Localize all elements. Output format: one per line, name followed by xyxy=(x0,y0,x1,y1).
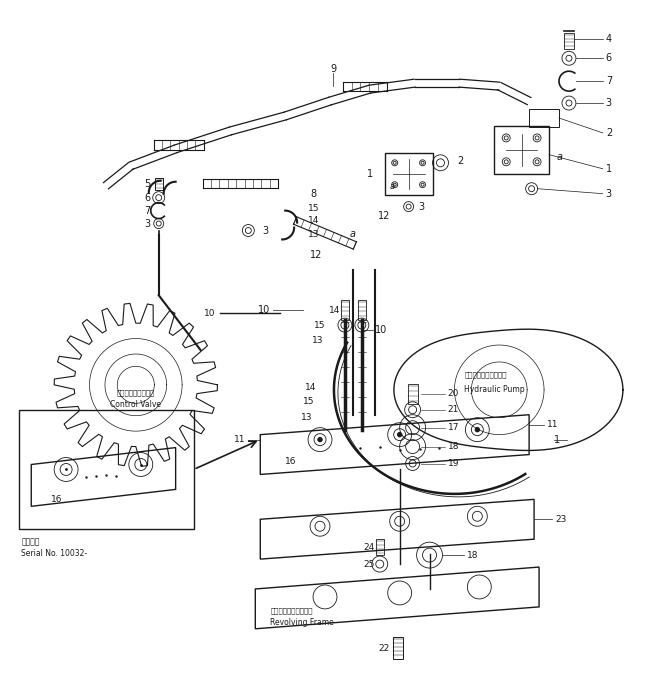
Text: 16: 16 xyxy=(285,457,297,466)
Bar xyxy=(529,109,559,127)
Text: 12: 12 xyxy=(310,251,322,260)
Text: 3: 3 xyxy=(145,218,151,228)
Bar xyxy=(19,410,193,529)
Text: 24: 24 xyxy=(364,542,375,552)
Text: 2: 2 xyxy=(606,128,612,138)
Text: 13: 13 xyxy=(301,413,312,422)
Bar xyxy=(408,384,417,404)
Text: 10: 10 xyxy=(375,325,387,335)
Bar xyxy=(393,637,402,659)
Text: 15: 15 xyxy=(303,398,314,406)
Text: 10: 10 xyxy=(258,305,270,315)
Text: 5: 5 xyxy=(144,178,151,189)
Bar xyxy=(494,126,549,174)
Text: ハイドロリックポンプ: ハイドロリックポンプ xyxy=(465,372,507,378)
Text: 2: 2 xyxy=(457,156,464,166)
Text: 6: 6 xyxy=(606,53,612,63)
Text: a: a xyxy=(350,228,356,239)
Text: 18: 18 xyxy=(448,442,459,451)
Text: 18: 18 xyxy=(467,551,479,559)
Text: 14: 14 xyxy=(329,306,340,315)
Bar xyxy=(376,539,384,555)
Text: Revolving Frame: Revolving Frame xyxy=(270,618,334,627)
Text: 3: 3 xyxy=(419,202,424,211)
Text: 15: 15 xyxy=(314,321,325,330)
Text: Hydraulic Pump: Hydraulic Pump xyxy=(465,385,525,394)
Text: 15: 15 xyxy=(308,204,320,213)
Text: 8: 8 xyxy=(310,189,316,199)
Text: 1: 1 xyxy=(606,164,612,174)
Text: 適用号機: 適用号機 xyxy=(21,537,40,546)
Text: 3: 3 xyxy=(262,225,269,235)
Text: a: a xyxy=(557,152,563,162)
Text: 19: 19 xyxy=(448,459,459,468)
Text: 3: 3 xyxy=(606,98,612,108)
Text: 6: 6 xyxy=(145,193,151,203)
Bar xyxy=(341,300,349,320)
Text: 13: 13 xyxy=(308,230,320,239)
Text: 7: 7 xyxy=(606,76,612,86)
Text: Serial No. 10032-: Serial No. 10032- xyxy=(21,549,87,558)
Circle shape xyxy=(476,428,479,432)
Bar xyxy=(385,153,433,195)
Text: コントロールバルブ: コントロールバルブ xyxy=(116,389,155,396)
Text: 22: 22 xyxy=(378,644,389,653)
Text: 21: 21 xyxy=(448,405,459,414)
Text: 16: 16 xyxy=(51,495,63,504)
Text: 14: 14 xyxy=(308,216,320,225)
Text: 11: 11 xyxy=(234,435,245,444)
Text: 14: 14 xyxy=(305,384,316,392)
Text: 20: 20 xyxy=(448,389,459,398)
Bar xyxy=(358,300,366,320)
Text: 12: 12 xyxy=(378,211,390,220)
Bar xyxy=(155,178,162,190)
Text: 7: 7 xyxy=(144,206,151,216)
Text: 9: 9 xyxy=(330,64,336,74)
Text: a: a xyxy=(389,182,395,191)
Text: 1: 1 xyxy=(554,435,560,444)
Text: 17: 17 xyxy=(448,424,459,432)
Circle shape xyxy=(318,438,322,442)
Text: レボルビングフレーム: レボルビングフレーム xyxy=(270,608,313,614)
Text: 1: 1 xyxy=(367,169,373,178)
Text: 4: 4 xyxy=(606,34,612,44)
Text: 10: 10 xyxy=(204,309,215,318)
Bar xyxy=(564,34,574,49)
Circle shape xyxy=(398,433,402,437)
Text: Control Valve: Control Valve xyxy=(110,400,161,410)
Text: 13: 13 xyxy=(311,335,323,344)
Text: 11: 11 xyxy=(547,420,558,429)
Text: 23: 23 xyxy=(555,514,566,524)
Text: 25: 25 xyxy=(364,559,375,568)
Text: 3: 3 xyxy=(606,189,612,199)
